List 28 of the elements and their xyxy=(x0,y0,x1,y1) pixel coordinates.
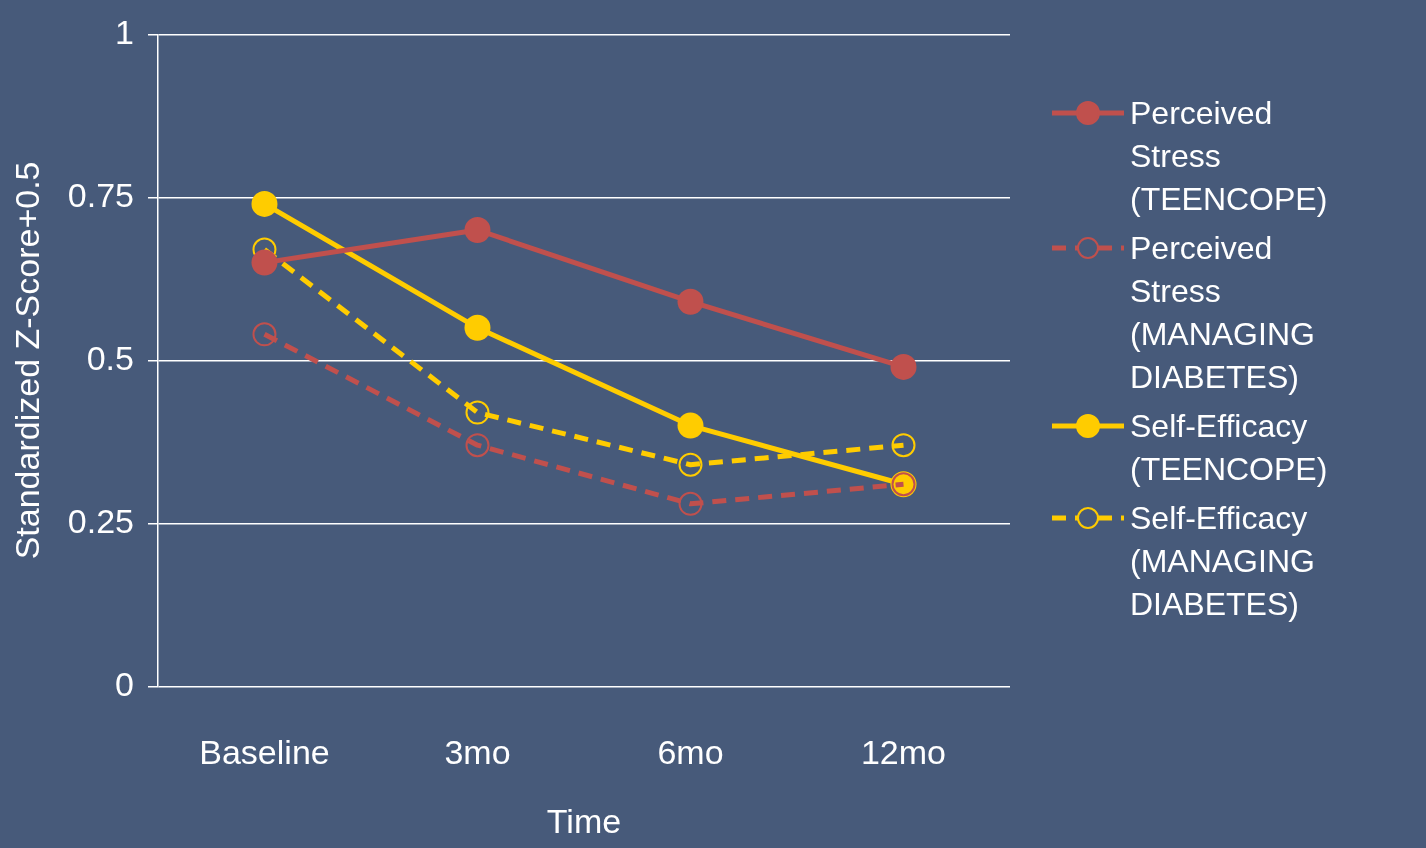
x-tick-label: 6mo xyxy=(657,733,724,772)
point xyxy=(464,314,491,341)
y-tick-label: 0.25 xyxy=(67,501,134,540)
legend-label: Perceived Stress (MANAGING DIABETES) xyxy=(1130,229,1316,397)
point xyxy=(251,249,278,276)
y-tick-label: 0.75 xyxy=(67,175,134,214)
point xyxy=(464,217,491,243)
point xyxy=(678,452,703,477)
point xyxy=(251,190,278,217)
point xyxy=(677,412,704,439)
x-tick-label: Baseline xyxy=(199,733,330,772)
x-tick-label: 12mo xyxy=(860,733,947,772)
point xyxy=(465,433,490,458)
legend-label: Perceived Stress (TEENCOPE) xyxy=(1130,94,1329,219)
x-tick-label: 3mo xyxy=(444,733,511,772)
point xyxy=(890,353,917,380)
point xyxy=(891,433,916,458)
x-axis-title: Time xyxy=(546,801,622,840)
point xyxy=(677,288,704,315)
point xyxy=(678,491,703,516)
point xyxy=(252,322,277,347)
y-tick-label: 1 xyxy=(115,12,134,51)
point xyxy=(465,400,490,425)
y-tick-label: 0.5 xyxy=(86,338,134,377)
y-tick-label: 0 xyxy=(115,664,134,703)
legend-label: Self-Efficacy (TEENCOPE) xyxy=(1130,407,1329,489)
y-axis-title: Standardized Z-Score+0.5 xyxy=(7,161,46,560)
legend-label: Self-Efficacy (MANAGING DIABETES) xyxy=(1130,499,1316,624)
